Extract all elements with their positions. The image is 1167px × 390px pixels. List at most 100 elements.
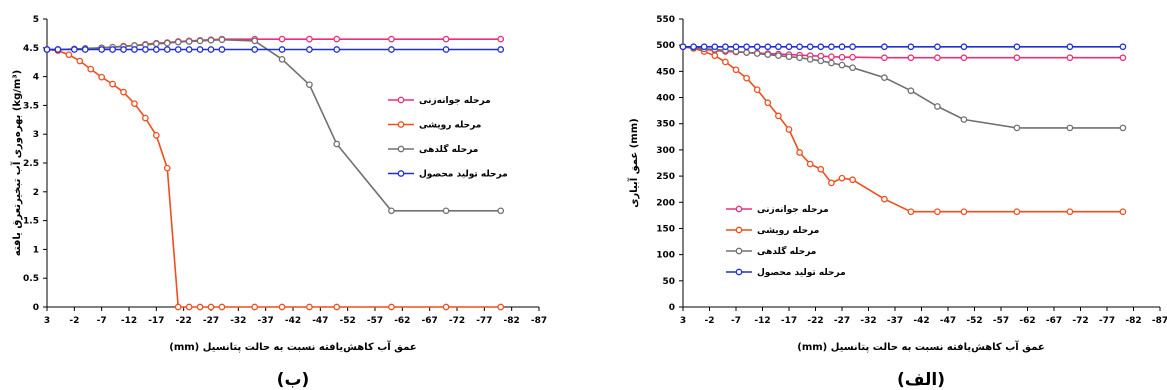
- data-point: [732, 43, 740, 51]
- data-point: [70, 46, 78, 53]
- data-point: [251, 37, 259, 45]
- legend-label: مرحله رویشی: [419, 121, 481, 131]
- data-point: [1013, 43, 1021, 51]
- data-point: [185, 303, 193, 311]
- data-point: [764, 99, 772, 107]
- data-point: [1013, 124, 1021, 132]
- y-tick-label: 4: [33, 73, 39, 83]
- panel-label: (ب): [277, 370, 310, 390]
- data-point: [131, 46, 138, 53]
- x-tick-label: 3: [680, 316, 686, 326]
- data-point: [109, 80, 116, 88]
- x-tick-label: -47: [312, 316, 328, 326]
- data-point: [828, 59, 835, 67]
- y-tick-label: 50: [662, 277, 675, 287]
- data-point: [109, 46, 116, 53]
- y-tick-label: 250: [656, 172, 675, 182]
- x-tick-label: -7: [97, 316, 107, 326]
- data-point: [934, 208, 941, 216]
- y-tick-label: 350: [656, 120, 675, 130]
- data-point: [881, 54, 888, 62]
- data-point: [1119, 124, 1127, 132]
- data-point: [796, 54, 803, 62]
- legend-label: مرحله جوانه‌زنی: [419, 96, 491, 106]
- y-tick-label: 550: [656, 15, 675, 25]
- data-point: [218, 303, 226, 311]
- data-point: [163, 39, 171, 47]
- data-point: [907, 43, 915, 51]
- data-point: [743, 43, 750, 51]
- data-point: [934, 103, 941, 110]
- legend-label: مرحله تولید محصول: [419, 170, 508, 180]
- x-tick-label: -82: [1125, 316, 1141, 326]
- data-point: [54, 46, 62, 53]
- y-tick-label: 1.5: [23, 217, 39, 227]
- x-tick-label: -67: [1046, 316, 1062, 326]
- data-point: [711, 43, 719, 51]
- data-point: [185, 46, 193, 53]
- legend-marker: [397, 96, 405, 104]
- data-point: [690, 43, 697, 51]
- data-point: [442, 303, 450, 311]
- y-tick-label: 400: [656, 94, 675, 104]
- data-point: [838, 61, 846, 69]
- x-tick-label: -2: [69, 316, 79, 326]
- data-point: [196, 303, 204, 311]
- y-tick-label: 3.5: [23, 101, 39, 111]
- data-point: [764, 51, 772, 58]
- x-tick-label: 3: [44, 316, 50, 326]
- y-tick-label: 0: [669, 303, 675, 313]
- data-point: [838, 53, 846, 61]
- data-point: [43, 46, 51, 53]
- data-point: [497, 207, 505, 215]
- data-point: [497, 303, 505, 311]
- x-tick-label: -87: [531, 316, 547, 326]
- data-point: [174, 303, 182, 311]
- data-point: [838, 43, 846, 51]
- data-point: [218, 46, 226, 53]
- legend-label: مرحله گلدهی: [419, 143, 478, 155]
- data-point: [806, 160, 814, 168]
- data-point: [1013, 54, 1021, 62]
- data-point: [1066, 43, 1074, 51]
- data-point: [388, 207, 395, 215]
- y-tick-label: 200: [656, 198, 675, 208]
- x-tick-label: -32: [860, 316, 876, 326]
- data-point: [828, 43, 835, 51]
- data-point: [764, 43, 772, 51]
- data-point: [174, 46, 182, 53]
- x-axis-title: عمق آب کاهش‌یافته نسبت به حالت پتانسیل (…: [169, 340, 416, 353]
- data-point: [828, 53, 835, 61]
- data-point: [785, 43, 793, 51]
- x-tick-label: -87: [1152, 316, 1167, 326]
- data-point: [934, 43, 941, 51]
- x-tick-label: -67: [422, 316, 438, 326]
- data-point: [163, 46, 171, 53]
- x-tick-label: -77: [476, 316, 492, 326]
- data-point: [960, 54, 968, 62]
- data-point: [907, 54, 915, 62]
- data-point: [442, 35, 450, 43]
- x-tick-label: -47: [940, 316, 956, 326]
- legend-label: مرحله گلدهی: [757, 245, 816, 257]
- data-point: [722, 43, 729, 51]
- x-tick-label: -27: [834, 316, 850, 326]
- series-line: [682, 46, 1123, 213]
- data-point: [817, 57, 825, 65]
- x-tick-label: -72: [449, 316, 465, 326]
- x-tick-label: -27: [203, 316, 219, 326]
- data-point: [76, 57, 84, 65]
- legend-label: مرحله تولید محصول: [757, 268, 846, 278]
- data-point: [907, 208, 915, 216]
- data-point: [142, 114, 149, 122]
- x-axis-title: عمق آب کاهش‌یافته نسبت به حالت پتانسیل (…: [797, 340, 1044, 353]
- y-tick-label: 150: [656, 224, 675, 234]
- chart-panel-b: 3 -2 -7 -12 -17 -22 -27 -32 -37 -42 -47 -52 -57 -62 -6…: [10, 15, 547, 390]
- x-tick-label: -62: [394, 316, 410, 326]
- data-point: [743, 49, 750, 56]
- data-point: [1119, 208, 1127, 216]
- x-tick-label: -57: [367, 316, 383, 326]
- x-tick-label: -42: [285, 316, 301, 326]
- x-tick-label: -52: [966, 316, 982, 326]
- data-point: [849, 176, 856, 184]
